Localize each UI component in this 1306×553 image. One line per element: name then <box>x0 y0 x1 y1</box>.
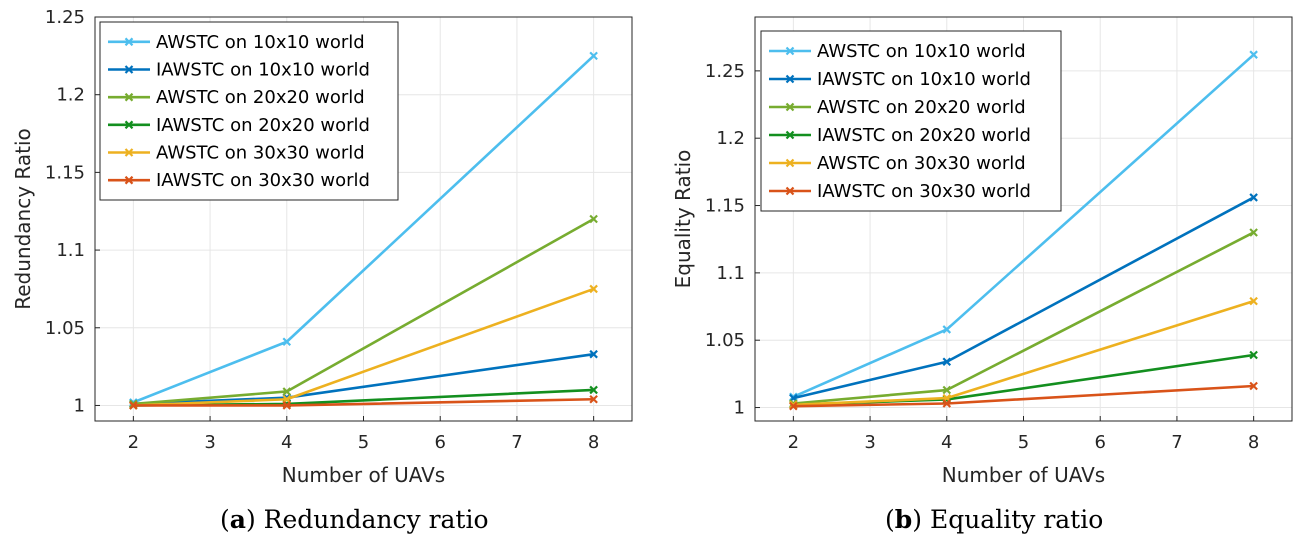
legend-label: IAWSTC on 20x20 world <box>156 115 370 136</box>
legend-entry: AWSTC on 20x20 world <box>108 87 365 108</box>
y-tick-label: 1.2 <box>56 85 85 106</box>
y-tick-label: 1.2 <box>716 128 745 149</box>
legend-entry: IAWSTC on 30x30 world <box>769 181 1031 202</box>
legend-label: AWSTC on 20x20 world <box>156 87 365 108</box>
series-lines <box>129 51 598 410</box>
x-tick-label: 4 <box>281 432 292 453</box>
data-point <box>589 385 598 395</box>
x-tick-label: 4 <box>941 432 952 453</box>
data-point <box>589 284 598 294</box>
x-tick-label: 2 <box>788 432 799 453</box>
caption-a: (a) Redundancy ratio <box>220 505 489 534</box>
y-tick-label: 1.25 <box>45 7 85 28</box>
data-point <box>282 401 292 410</box>
x-tick-label: 6 <box>1094 432 1105 453</box>
caption-text-a: Redundancy ratio <box>264 505 489 534</box>
y-tick-label: 1.15 <box>45 162 85 183</box>
x-axis-label: Number of UAVs <box>942 463 1105 487</box>
data-point <box>942 357 952 367</box>
series-awstc-on-20x20-world <box>129 214 598 409</box>
y-axis-label: Redundancy Ratio <box>11 128 35 310</box>
y-tick-label: 1.1 <box>716 263 745 284</box>
y-tick-label: 1 <box>74 395 85 416</box>
x-tick-label: 6 <box>434 432 445 453</box>
caption-letter-a: a <box>230 505 246 534</box>
y-tick-label: 1.25 <box>705 61 745 82</box>
data-point <box>282 387 292 396</box>
legend-entry: AWSTC on 30x30 world <box>769 153 1026 174</box>
legend-label: IAWSTC on 10x10 world <box>156 60 370 81</box>
data-point <box>1249 228 1258 237</box>
x-tick-label: 8 <box>588 432 599 453</box>
legend-label: IAWSTC on 30x30 world <box>817 181 1031 202</box>
legend: AWSTC on 10x10 world IAWSTC on 10x10 worl… <box>760 30 1062 212</box>
data-point <box>1249 381 1258 391</box>
data-point <box>282 337 292 347</box>
x-tick-label: 5 <box>358 432 369 453</box>
legend-label: IAWSTC on 30x30 world <box>156 170 370 191</box>
legend-entry: IAWSTC on 20x20 world <box>108 115 370 136</box>
y-axis-label: Equality Ratio <box>671 150 695 289</box>
legend-entry: AWSTC on 10x10 world <box>108 32 365 53</box>
legend-label: IAWSTC on 10x10 world <box>817 69 1031 90</box>
x-axis-label: Number of UAVs <box>282 463 445 487</box>
x-tick-label: 3 <box>864 432 875 453</box>
data-point <box>589 51 598 61</box>
y-tick-label: 1.15 <box>705 196 745 217</box>
legend-label: AWSTC on 20x20 world <box>817 97 1026 118</box>
legend-label: IAWSTC on 20x20 world <box>817 125 1031 146</box>
data-point <box>1249 193 1258 202</box>
legend-entry: AWSTC on 20x20 world <box>769 97 1026 118</box>
y-tick-label: 1.05 <box>45 318 85 339</box>
x-tick-labels: 2 3 4 5 6 7 8 <box>128 416 599 453</box>
x-tick-label: 7 <box>511 432 522 453</box>
legend-entry: IAWSTC on 30x30 world <box>108 170 370 191</box>
legend-label: AWSTC on 10x10 world <box>817 41 1026 62</box>
data-point <box>942 399 952 408</box>
chart-panel-redundancy: 2 3 4 5 6 7 8 1 1.05 1.1 1.15 1.2 1.25 AWSTC on 10x… <box>11 7 633 534</box>
series-iawstc-on-30x30-world <box>129 394 598 410</box>
data-point <box>1249 50 1258 59</box>
y-tick-labels: 1 1.05 1.1 1.15 1.2 1.25 <box>45 7 100 416</box>
data-point <box>942 325 952 334</box>
data-point <box>942 385 952 395</box>
legend-entry: IAWSTC on 20x20 world <box>769 125 1031 146</box>
legend-entry: IAWSTC on 10x10 world <box>769 69 1031 90</box>
series-iawstc-on-30x30-world <box>789 381 1258 411</box>
x-tick-label: 7 <box>1171 432 1182 453</box>
data-point <box>789 401 798 411</box>
caption-letter-b: b <box>895 505 912 534</box>
x-tick-label: 2 <box>128 432 139 453</box>
legend-entry: AWSTC on 10x10 world <box>769 41 1026 62</box>
x-tick-label: 5 <box>1018 432 1029 453</box>
x-tick-label: 3 <box>204 432 215 453</box>
legend: AWSTC on 10x10 world IAWSTC on 10x10 worl… <box>99 21 399 201</box>
legend-box <box>760 30 1062 212</box>
chart-panel-equality: 2 3 4 5 6 7 8 1 1.05 1.1 1.15 1.2 1.25 AWSTC on 10x… <box>671 16 1293 534</box>
data-point <box>589 349 598 359</box>
legend-label: AWSTC on 30x30 world <box>156 143 365 164</box>
legend-box <box>99 21 399 201</box>
x-tick-label: 8 <box>1248 432 1259 453</box>
legend-entry: IAWSTC on 10x10 world <box>108 60 370 81</box>
y-tick-label: 1.1 <box>56 240 85 261</box>
legend-label: AWSTC on 10x10 world <box>156 32 365 53</box>
legend-label: AWSTC on 30x30 world <box>817 153 1026 174</box>
data-point <box>589 394 598 404</box>
y-tick-label: 1 <box>734 398 745 419</box>
data-point <box>589 214 598 224</box>
y-tick-labels: 1 1.05 1.1 1.15 1.2 1.25 <box>705 61 760 419</box>
x-tick-labels: 2 3 4 5 6 7 8 <box>788 416 1259 453</box>
caption-text-b: Equality ratio <box>930 505 1103 534</box>
caption-b: (b) Equality ratio <box>885 505 1103 534</box>
y-tick-label: 1.05 <box>705 330 745 351</box>
series-lines <box>789 50 1258 411</box>
legend-entry: AWSTC on 30x30 world <box>108 143 365 164</box>
data-point <box>129 401 138 410</box>
data-point <box>1249 296 1258 306</box>
data-point <box>1249 350 1258 360</box>
